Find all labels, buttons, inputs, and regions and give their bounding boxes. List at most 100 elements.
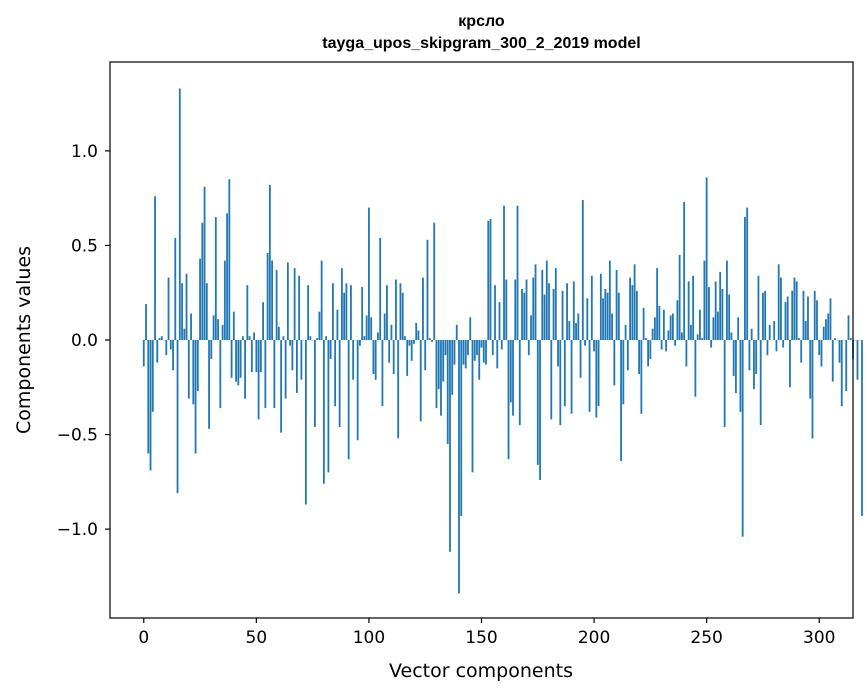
bar — [608, 260, 611, 340]
bar — [653, 317, 656, 340]
bar — [496, 340, 499, 369]
bar — [187, 340, 190, 399]
x-tick-label: 50 — [246, 628, 268, 648]
bar — [332, 283, 334, 340]
bar — [494, 285, 496, 340]
bar — [534, 264, 537, 340]
bar — [577, 313, 580, 340]
bar — [185, 273, 188, 340]
bar — [644, 338, 647, 340]
bar — [834, 338, 836, 340]
bar — [615, 270, 618, 340]
bar — [581, 200, 584, 340]
bar — [304, 340, 307, 505]
bar — [708, 287, 710, 340]
bar — [476, 340, 478, 356]
bar — [849, 338, 852, 340]
bar — [250, 340, 253, 373]
bar — [696, 334, 699, 340]
bar — [572, 281, 575, 340]
bar — [683, 201, 686, 340]
bar — [300, 340, 303, 380]
bar — [361, 287, 364, 340]
bar — [183, 328, 186, 340]
bar — [640, 340, 643, 414]
bar — [780, 277, 782, 340]
bar — [509, 340, 512, 403]
bar — [550, 340, 553, 420]
bar — [190, 313, 192, 340]
chart-subtitle: tayga_upos_skipgram_300_2_2019 model — [322, 35, 641, 52]
bar — [372, 340, 375, 375]
y-tick-label: 1.0 — [71, 142, 98, 162]
bar — [730, 332, 733, 340]
bar — [680, 332, 683, 340]
bar — [746, 207, 749, 340]
bar — [588, 340, 591, 412]
bar — [289, 340, 292, 346]
x-axis-ticks: 0 50 100 150 200 250 300 — [138, 618, 835, 648]
bar — [210, 340, 213, 359]
bar — [487, 220, 490, 340]
bar — [235, 340, 237, 382]
bar — [415, 322, 418, 340]
bar — [847, 315, 850, 340]
bar — [257, 340, 260, 420]
y-axis-label: Components values — [13, 246, 35, 434]
bar — [489, 218, 492, 340]
bar — [518, 340, 521, 426]
bar — [710, 340, 713, 348]
bar — [543, 294, 546, 340]
bar — [539, 340, 541, 480]
bar — [383, 313, 386, 340]
bar — [160, 336, 163, 340]
x-tick-label: 100 — [353, 628, 385, 648]
bar — [327, 340, 330, 473]
bar — [804, 321, 807, 340]
bar — [703, 260, 706, 340]
bar — [831, 340, 834, 382]
bar — [622, 340, 625, 405]
bar — [726, 260, 728, 340]
bar — [320, 260, 323, 340]
bar — [559, 340, 562, 426]
bar — [629, 277, 631, 340]
bar — [253, 332, 255, 340]
bar — [505, 279, 508, 340]
bar — [417, 330, 420, 340]
bar — [352, 340, 355, 380]
bar — [473, 340, 476, 361]
bar — [642, 307, 645, 340]
bar — [719, 271, 722, 340]
y-tick-label: 0.5 — [71, 236, 98, 256]
bar — [755, 340, 758, 375]
bar — [347, 340, 350, 460]
bar — [424, 340, 427, 371]
bar — [232, 311, 235, 340]
bar — [338, 340, 341, 427]
bar — [435, 340, 438, 409]
bar — [548, 283, 550, 340]
bar — [694, 340, 697, 397]
bar — [142, 340, 145, 367]
bar — [579, 340, 582, 378]
bar — [617, 292, 620, 340]
bar — [181, 283, 183, 340]
bar — [244, 340, 246, 399]
bar — [676, 300, 679, 340]
bar — [649, 340, 652, 359]
x-tick-label: 300 — [803, 628, 835, 648]
bar — [467, 340, 469, 356]
bar — [446, 340, 449, 445]
bar — [205, 283, 208, 340]
bar — [271, 260, 274, 340]
bar — [532, 277, 535, 340]
bar — [469, 317, 472, 340]
bar — [611, 313, 613, 340]
bar — [199, 258, 201, 340]
bar — [667, 330, 670, 340]
bar — [768, 324, 771, 340]
bar — [280, 340, 283, 433]
bar — [458, 340, 460, 594]
bar — [426, 239, 429, 340]
